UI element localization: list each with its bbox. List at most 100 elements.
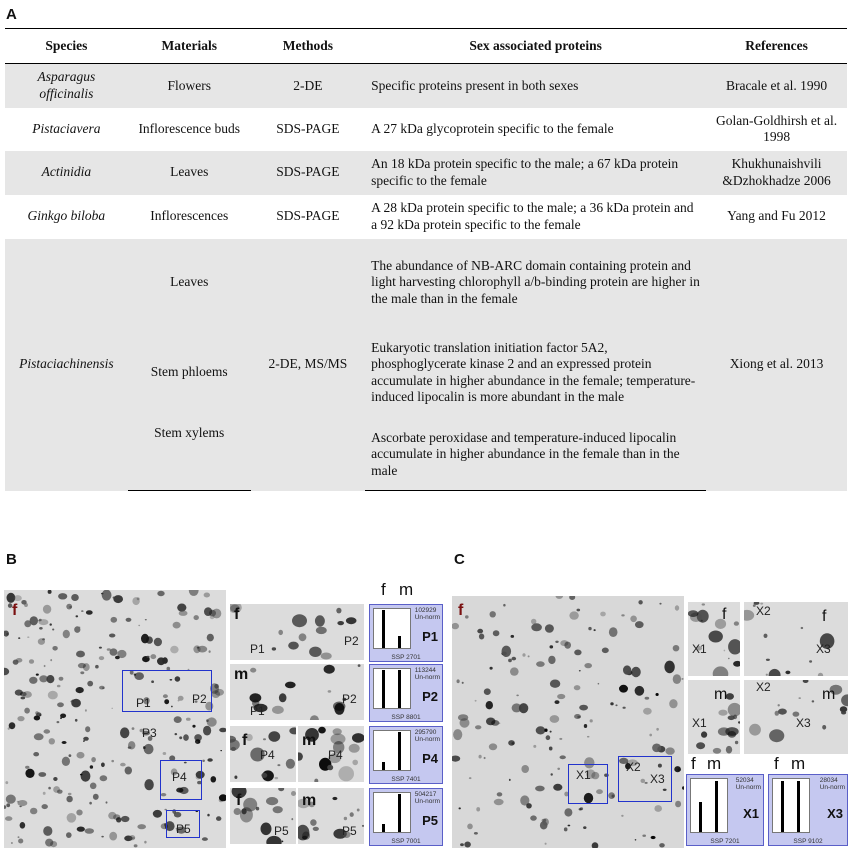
gel-spot	[95, 664, 99, 669]
gel-spot	[211, 690, 221, 698]
histogram-ssp: SSP 9102	[793, 838, 823, 845]
gel-spot	[50, 659, 53, 662]
gel-spot	[203, 725, 212, 736]
gel-spot	[622, 706, 626, 709]
gel-spot	[508, 740, 515, 746]
gel-spot	[733, 621, 739, 626]
gel-spot	[113, 595, 123, 604]
histogram-plot	[373, 668, 411, 709]
gel-spot	[695, 646, 703, 651]
gel-spot	[292, 614, 307, 628]
gel-spot	[334, 703, 345, 715]
gel-c-box-x2-x3	[618, 756, 672, 802]
zoom-c-x2-x3-m: X2 m X3	[744, 680, 848, 754]
gel-spot	[134, 672, 144, 680]
gel-spot	[574, 649, 582, 656]
gel-spot	[278, 693, 287, 703]
gel-spot	[24, 620, 32, 628]
gel-spot	[654, 805, 662, 812]
gel-spot	[744, 609, 755, 621]
gel-spot	[583, 724, 588, 728]
gel-spot	[642, 834, 646, 837]
gel-spot	[659, 602, 662, 605]
zoom-spot-label: P4	[260, 748, 275, 762]
gel-b-box-p4	[160, 760, 202, 800]
gel-spot	[601, 647, 609, 654]
gel-spot	[544, 624, 554, 633]
gel-spot	[489, 666, 493, 670]
gel-spot	[129, 670, 134, 675]
gel-spot	[101, 762, 105, 768]
gel-spot	[309, 646, 322, 657]
gel-spot	[157, 590, 165, 597]
gel-spot	[508, 778, 511, 781]
gel-spot	[352, 759, 358, 766]
gel-spot	[323, 664, 335, 674]
gel-spot	[266, 835, 282, 844]
gel-spot	[49, 623, 52, 626]
gel-spot	[361, 824, 364, 827]
gel-spot	[58, 593, 68, 600]
gel-spot	[5, 816, 13, 821]
gel-spot	[638, 600, 643, 605]
gel-spot	[573, 685, 581, 691]
gel-spot	[20, 696, 26, 700]
gel-spot	[128, 741, 136, 750]
gel-spot	[53, 777, 58, 781]
hist-c2-header-m: m	[791, 754, 806, 773]
zoom-spot-label: P1	[250, 642, 265, 656]
spot-label-p2: P2	[192, 692, 207, 706]
gel-spot	[260, 822, 272, 836]
spot-label-x2: X2	[626, 760, 641, 774]
gel-spot	[74, 626, 81, 633]
gel-spot	[245, 733, 253, 742]
cell-species: Pistaciachinensis	[5, 238, 128, 491]
gel-spot	[727, 715, 735, 721]
gel-spot	[733, 660, 740, 667]
gel-spot	[162, 657, 168, 664]
gel-spot	[459, 718, 470, 728]
zoom-spot-label: P5	[342, 824, 357, 838]
gel-spot	[33, 715, 41, 721]
gel-spot	[76, 826, 85, 832]
zoom-sex-label: f	[822, 608, 827, 625]
gel-spot	[89, 782, 97, 790]
gel-spot	[206, 633, 214, 642]
gel-spot	[284, 681, 296, 689]
gel-spot	[195, 770, 205, 779]
gel-spot	[665, 747, 675, 755]
table-row: Pistaciavera Inflorescence buds SDS-PAGE…	[5, 108, 847, 151]
zoom-sex-label: m	[822, 686, 836, 703]
zoom-b-p4-f: f P4	[230, 726, 296, 782]
gel-spot	[657, 763, 662, 768]
gel-spot	[778, 708, 787, 715]
gel-spot	[827, 648, 830, 650]
gel-spot	[600, 611, 606, 617]
gel-spot	[681, 678, 684, 680]
gel-spot	[125, 617, 132, 622]
gel-spot	[42, 638, 45, 641]
gel-spot	[608, 792, 615, 799]
gel-spot	[201, 837, 208, 841]
gel-spot	[753, 602, 760, 605]
gel-spot	[586, 769, 596, 779]
gel-spot	[19, 805, 22, 808]
gel-spot	[143, 743, 154, 755]
gel-spot	[48, 786, 51, 790]
gel-spot	[352, 733, 364, 743]
cell-methods: 2-DE	[250, 63, 366, 108]
gel-spot	[39, 627, 43, 630]
gel-spot	[66, 832, 72, 838]
gel-spot	[25, 768, 35, 778]
gel-spot	[112, 596, 116, 599]
cell-materials: Leaves	[127, 150, 251, 195]
gel-spot	[545, 735, 551, 741]
gel-spot	[696, 609, 709, 623]
gel-spot	[839, 706, 848, 713]
gel-spot	[611, 794, 615, 798]
table-row: Pistaciachinensis Leaves 2-DE, MS/MS The…	[5, 238, 847, 491]
panel-label-a: A	[6, 6, 17, 23]
histogram-plot	[373, 792, 411, 833]
gel-spot	[522, 653, 526, 657]
gel-spot	[672, 645, 680, 652]
